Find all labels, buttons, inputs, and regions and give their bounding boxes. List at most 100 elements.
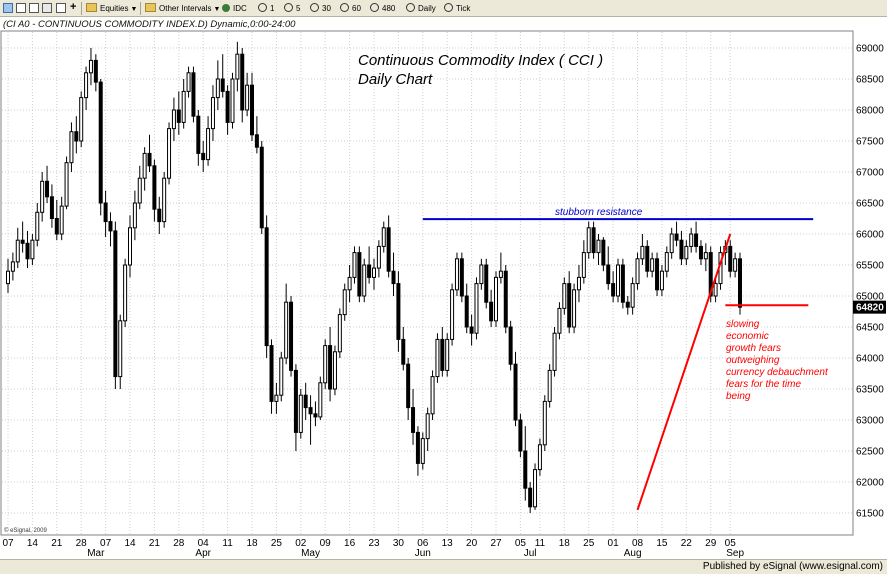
interval-tick-button[interactable]: Tick xyxy=(444,2,470,15)
candle-down xyxy=(606,264,611,285)
candle-down xyxy=(708,252,713,297)
x-tick-label: 14 xyxy=(27,538,39,549)
x-tick-label: 18 xyxy=(559,538,571,549)
chevron-down-icon: ▼ xyxy=(130,6,138,13)
x-tick-label: 29 xyxy=(705,538,717,549)
candle-up xyxy=(581,252,586,278)
candle-up xyxy=(430,376,435,415)
table-icon[interactable] xyxy=(42,3,52,13)
candle-up xyxy=(118,320,123,378)
chevron-down-icon: ▼ xyxy=(213,6,221,13)
symbol-type-dropdown[interactable]: Equities ▼ xyxy=(86,2,137,15)
status-bar: Published by eSignal (www.esignal.com) xyxy=(0,559,887,574)
candle-up xyxy=(342,289,347,316)
candle-down xyxy=(396,283,401,340)
x-tick-label: 08 xyxy=(632,538,644,549)
candle-down xyxy=(738,258,742,308)
clock-icon xyxy=(406,3,415,12)
candle-down xyxy=(303,394,308,409)
candle-up xyxy=(703,252,708,260)
candle-down xyxy=(679,239,684,260)
candle-down xyxy=(645,245,650,272)
candle-up xyxy=(35,211,40,241)
month-label: Aug xyxy=(624,548,642,559)
y-tick-label: 68000 xyxy=(856,106,884,117)
clock-icon xyxy=(284,3,293,12)
candle-down xyxy=(103,202,108,223)
candle-up xyxy=(479,264,484,285)
candle-down xyxy=(625,301,630,308)
page-icon[interactable] xyxy=(16,3,26,13)
annotation-line: currency debauchment xyxy=(726,367,829,378)
plot-frame xyxy=(0,30,854,536)
candle-up xyxy=(659,270,664,291)
x-tick-label: 18 xyxy=(246,538,258,549)
x-tick-label: 21 xyxy=(51,538,63,549)
candle-up xyxy=(298,394,303,433)
x-tick-label: 25 xyxy=(583,538,595,549)
candle-up xyxy=(381,227,386,247)
candle-up xyxy=(88,59,93,74)
annotation-line: fears for the time xyxy=(726,379,801,390)
candle-down xyxy=(523,450,528,489)
x-tick-label: 04 xyxy=(198,538,210,549)
folder-icon xyxy=(86,3,97,12)
interval-1-button[interactable]: 1 xyxy=(258,2,274,15)
candle-down xyxy=(152,165,157,210)
candle-down xyxy=(411,407,416,433)
candle-down xyxy=(415,431,420,464)
candle-up xyxy=(689,233,694,247)
clock-icon xyxy=(444,3,453,12)
candle-up xyxy=(445,338,450,371)
interval-60-button[interactable]: 60 xyxy=(340,2,361,15)
candle-down xyxy=(108,221,113,232)
interval-daily-button[interactable]: Daily xyxy=(406,2,436,15)
candle-down xyxy=(20,239,25,244)
annotation-line: slowing xyxy=(726,319,760,330)
y-tick-label: 65000 xyxy=(856,292,884,303)
candle-down xyxy=(220,78,225,92)
candle-down xyxy=(357,252,362,297)
interval-dropdown[interactable]: Other Intervals ▼ xyxy=(145,2,220,15)
candle-down xyxy=(240,53,245,111)
candle-down xyxy=(484,264,489,303)
last-price-marker xyxy=(853,300,886,314)
annotation-line: being xyxy=(726,391,751,402)
candle-up xyxy=(635,258,640,285)
candle-up xyxy=(142,152,147,179)
interval-5-button[interactable]: 5 xyxy=(284,2,300,15)
candle-down xyxy=(293,369,298,433)
published-by: Published by eSignal (www.esignal.com) xyxy=(702,561,883,572)
annotation-line: growth fears xyxy=(726,343,781,354)
candle-down xyxy=(694,233,699,247)
add-study-icon[interactable]: + xyxy=(70,1,77,13)
candle-down xyxy=(225,90,230,123)
x-tick-label: 01 xyxy=(608,538,620,549)
candle-up xyxy=(15,239,20,263)
candle-down xyxy=(113,230,118,378)
chart-title: Continuous Commodity Index ( CCI ) xyxy=(358,52,603,69)
candle-up xyxy=(630,283,635,308)
candle-down xyxy=(54,218,59,235)
candle-up xyxy=(59,205,64,235)
y-axis-labels: 61500 62000 62500 63000 63500 64000 64500 65000… xyxy=(856,44,884,520)
candle-down xyxy=(308,407,313,415)
x-tick-label: 22 xyxy=(681,538,693,549)
interval-480-button[interactable]: 480 xyxy=(370,2,395,15)
candle-up xyxy=(171,109,176,130)
candle-down xyxy=(528,487,533,508)
chart-type-icon[interactable] xyxy=(3,3,13,13)
candle-down xyxy=(269,345,274,402)
uptrend-line xyxy=(636,233,732,511)
candle-up xyxy=(474,283,479,334)
lines-icon[interactable] xyxy=(56,3,66,13)
grid-icon[interactable] xyxy=(29,3,39,13)
candle-down xyxy=(176,109,181,123)
y-tick-label: 65500 xyxy=(856,261,884,272)
candle-up xyxy=(372,267,376,278)
candle-up xyxy=(132,202,137,229)
source-button[interactable]: IDC xyxy=(222,2,247,15)
interval-30-button[interactable]: 30 xyxy=(310,2,331,15)
x-tick-label: 14 xyxy=(124,538,136,549)
